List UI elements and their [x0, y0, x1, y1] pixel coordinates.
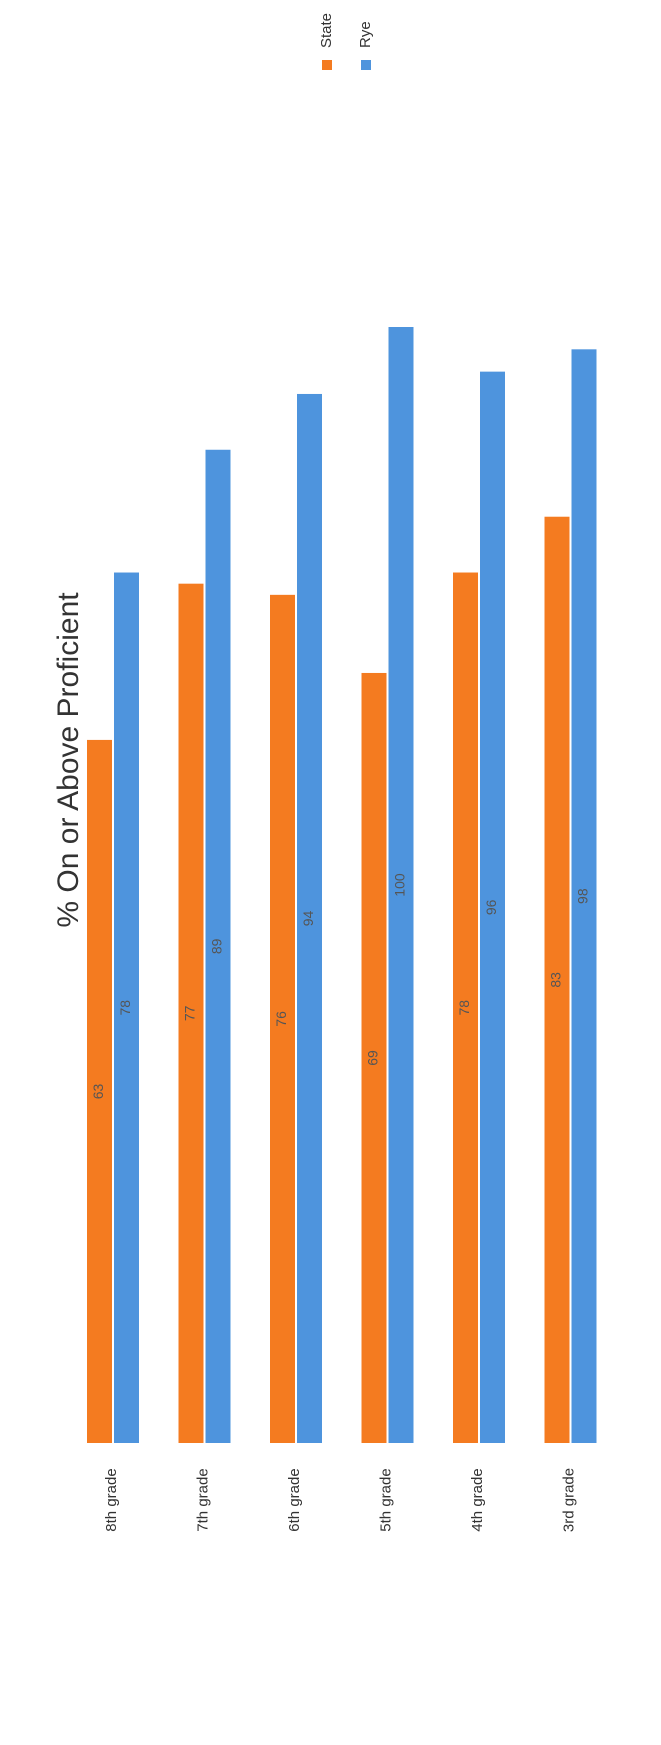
bar — [114, 572, 139, 1443]
data-label: 77 — [182, 1005, 198, 1021]
x-tick-label: 6th grade — [286, 1468, 303, 1531]
bar — [571, 349, 597, 1443]
data-label: 96 — [483, 899, 499, 915]
data-label: 78 — [456, 1000, 472, 1016]
bar — [297, 393, 322, 1444]
legend-swatch — [361, 60, 371, 70]
x-tick-label: 4th grade — [469, 1468, 486, 1531]
data-label: 89 — [209, 938, 225, 954]
data-label: 76 — [273, 1011, 289, 1027]
data-label: 63 — [90, 1083, 106, 1099]
data-label: 78 — [117, 1000, 133, 1016]
data-label: 83 — [548, 972, 564, 988]
data-label: 100 — [392, 873, 408, 897]
legend-swatch — [322, 60, 332, 70]
bar — [87, 739, 112, 1443]
bar — [178, 583, 204, 1443]
x-tick-label: 8th grade — [103, 1468, 120, 1531]
data-label: 69 — [365, 1050, 381, 1066]
x-tick-label: 7th grade — [194, 1468, 211, 1531]
x-tick-label: 5th grade — [377, 1468, 394, 1531]
bar — [544, 516, 570, 1443]
bar — [453, 572, 478, 1443]
x-tick-label: 3rd grade — [560, 1468, 577, 1532]
data-label: 94 — [300, 910, 316, 926]
bar — [205, 449, 231, 1443]
bar — [480, 371, 505, 1443]
bar — [388, 327, 414, 1443]
bar — [361, 672, 387, 1443]
bar — [270, 594, 295, 1443]
chart-title: % On or Above Proficient — [52, 592, 85, 928]
legend-label: Rye — [357, 21, 374, 48]
data-label: 98 — [575, 888, 591, 904]
legend-label: State — [318, 13, 335, 48]
